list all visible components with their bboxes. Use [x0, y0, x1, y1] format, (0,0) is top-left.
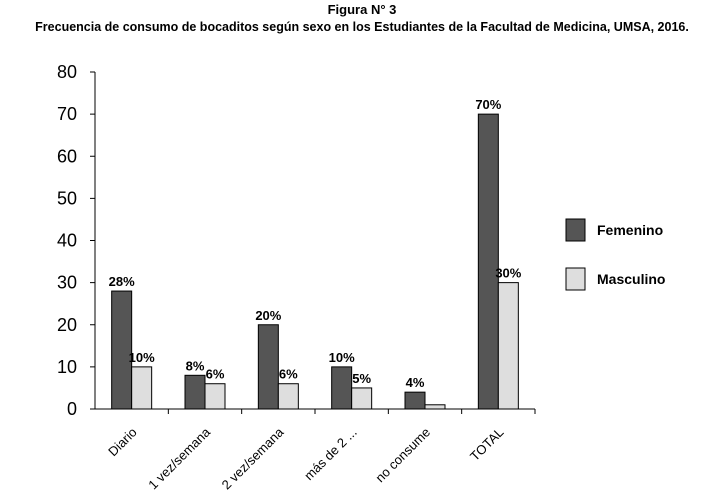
category-label: más de 2 ... — [301, 425, 360, 484]
bar-femenino-2 — [257, 324, 279, 410]
legend: Femenino Masculino — [565, 218, 665, 291]
bar-femenino-3 — [331, 366, 353, 410]
category-label: 1 vez/semana — [145, 424, 213, 492]
legend-label-masculino: Masculino — [597, 271, 665, 287]
legend-label-femenino: Femenino — [597, 222, 663, 238]
bar-masculino-0 — [131, 366, 153, 410]
data-label: 10% — [329, 350, 355, 365]
y-tick-label: 20 — [57, 315, 77, 335]
bar-masculino-2 — [277, 383, 299, 410]
x-axis — [95, 408, 536, 414]
bar-femenino-5 — [477, 113, 499, 410]
data-label: 5% — [352, 371, 371, 386]
data-label: 6% — [206, 367, 225, 382]
data-label: 20% — [255, 308, 281, 323]
y-tick-label: 50 — [57, 188, 77, 208]
bar-femenino-1 — [184, 374, 206, 410]
bar-masculino-1 — [204, 383, 226, 410]
chart-title: Figura N° 3 — [327, 2, 397, 17]
chart-subtitle: Frecuencia de consumo de bocaditos según… — [35, 20, 689, 34]
y-tick-label: 0 — [67, 399, 77, 419]
data-label: 10% — [129, 350, 155, 365]
y-tick-label: 40 — [57, 231, 77, 251]
bar-masculino-4 — [424, 404, 446, 410]
category-label: TOTAL — [467, 425, 506, 464]
bar-masculino-3 — [351, 387, 373, 410]
category-label: no consume — [372, 425, 433, 486]
category-label: 2 vez/semana — [219, 424, 287, 492]
bar-femenino-0 — [111, 290, 133, 410]
bar-masculino-5 — [497, 282, 519, 410]
y-tick-label: 80 — [57, 62, 77, 82]
y-tick-label: 30 — [57, 273, 77, 293]
bars — [111, 113, 519, 410]
y-tick-label: 60 — [57, 146, 77, 166]
data-label: 6% — [279, 367, 298, 382]
bar-femenino-4 — [404, 391, 426, 410]
y-tick-label: 10 — [57, 357, 77, 377]
legend-swatch-masculino — [565, 267, 586, 291]
data-label: 30% — [495, 266, 521, 281]
data-label: 28% — [109, 274, 135, 289]
y-tick-label: 70 — [57, 104, 77, 124]
category-labels: Diario 1 vez/semana 2 vez/semana más de 2 .… — [105, 424, 506, 492]
data-labels: 28%10%8%6%20%6%10%5% 4%70%30% — [109, 97, 522, 390]
category-label: Diario — [105, 425, 140, 460]
legend-swatch-femenino — [565, 218, 586, 242]
y-axis: 0 10 20 30 40 50 60 70 80 — [57, 62, 96, 419]
data-label: 4% — [406, 375, 425, 390]
data-label: 8% — [186, 358, 205, 373]
data-label: 70% — [475, 97, 501, 112]
